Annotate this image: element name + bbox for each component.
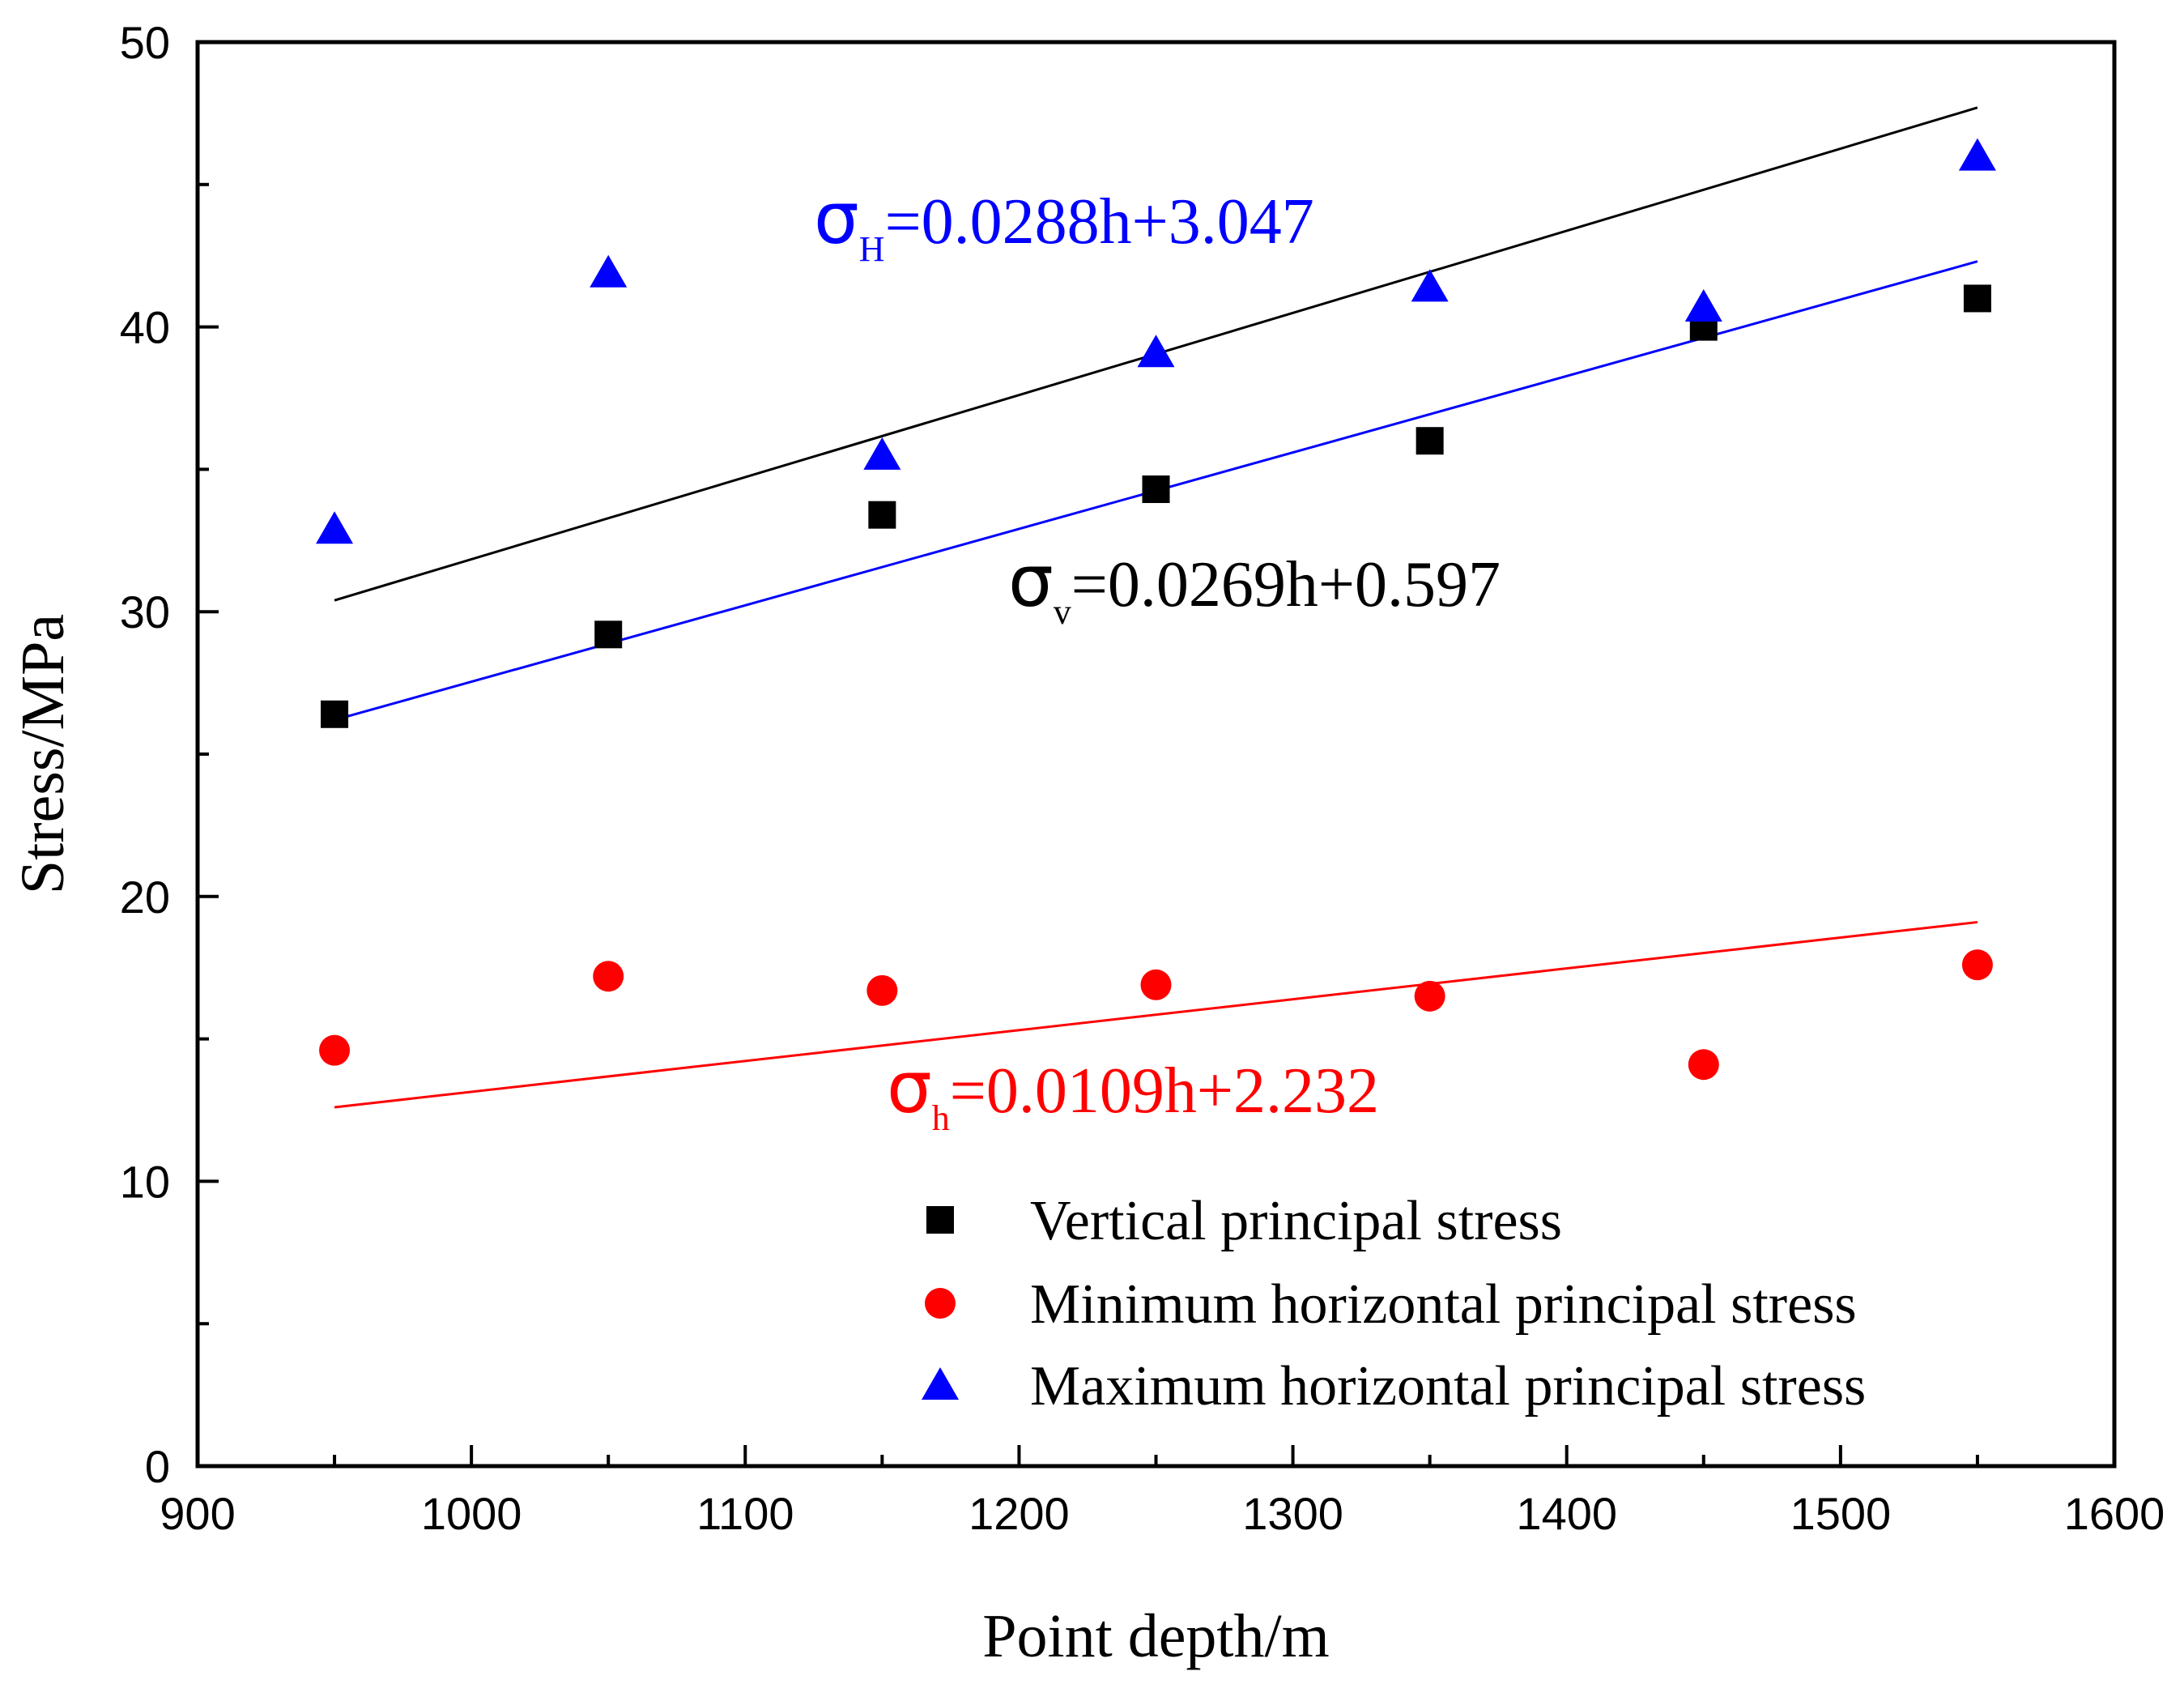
y-tick-label: 40 <box>120 302 170 353</box>
circle-point <box>1414 980 1445 1012</box>
square-point <box>1142 475 1170 504</box>
triangle-point <box>1411 269 1449 302</box>
y-tick-label: 30 <box>120 586 170 637</box>
triangle-point <box>1137 335 1175 368</box>
square-point <box>1416 427 1444 455</box>
circle-point <box>1140 969 1172 1000</box>
legend-label: Minimum horizontal principal stress <box>1030 1273 1857 1336</box>
x-tick-label: 1600 <box>2064 1488 2165 1539</box>
x-tick-label: 1000 <box>421 1488 522 1539</box>
x-tick-label: 1300 <box>1242 1488 1343 1539</box>
x-tick-label: 900 <box>160 1488 235 1539</box>
x-tick-label: 1500 <box>1790 1488 1892 1539</box>
circle-point <box>1688 1049 1719 1081</box>
circle-point <box>1961 949 1993 981</box>
y-axis-title: Stress/MPa <box>9 614 77 894</box>
square-point <box>1963 284 1991 313</box>
triangle-point <box>1684 288 1722 322</box>
x-axis-title: Point depth/m <box>982 1602 1330 1670</box>
y-tick-label: 20 <box>120 872 170 923</box>
square-point <box>321 700 349 728</box>
circle-point <box>319 1034 351 1066</box>
y-tick-label: 10 <box>120 1156 170 1207</box>
triangle-point <box>590 254 628 288</box>
x-tick-label: 1100 <box>696 1488 794 1539</box>
square-point <box>594 620 623 649</box>
x-tick-label: 1200 <box>969 1488 1070 1539</box>
y-tick-label: 50 <box>120 17 170 68</box>
legend: Vertical principal stress Minimum horizon… <box>922 1190 1866 1418</box>
triangle-point <box>1958 138 1996 171</box>
circle-point <box>866 974 898 1006</box>
data-markers <box>316 138 1996 1081</box>
triangle-point <box>863 437 901 470</box>
legend-circle-marker <box>925 1288 956 1319</box>
legend-label: Vertical principal stress <box>1030 1190 1562 1252</box>
fit-line <box>334 920 1978 1109</box>
triangle-point <box>316 511 354 544</box>
legend-triangle-marker <box>922 1367 959 1400</box>
x-tick-label: 1400 <box>1516 1488 1617 1539</box>
legend-square-marker <box>926 1206 954 1234</box>
regression-equation: σH=0.0288h+3.047 <box>814 177 1314 269</box>
circle-point <box>593 961 624 992</box>
square-point <box>868 501 896 529</box>
y-tick-label: 0 <box>145 1441 170 1492</box>
axis-ticks: 900 1000 1100 1200 1300 1400 1500 1600 0 10 20 30 40… <box>120 17 2165 1539</box>
regression-equation: σh=0.0109h+2.232 <box>887 1046 1379 1138</box>
equation-annotations: σH=0.0288h+3.047 σv=0.0269h+0.597 σh=0.010… <box>814 177 1501 1138</box>
legend-label: Maximum horizontal principal stress <box>1030 1355 1866 1418</box>
regression-equation: σv=0.0269h+0.597 <box>1008 539 1501 632</box>
